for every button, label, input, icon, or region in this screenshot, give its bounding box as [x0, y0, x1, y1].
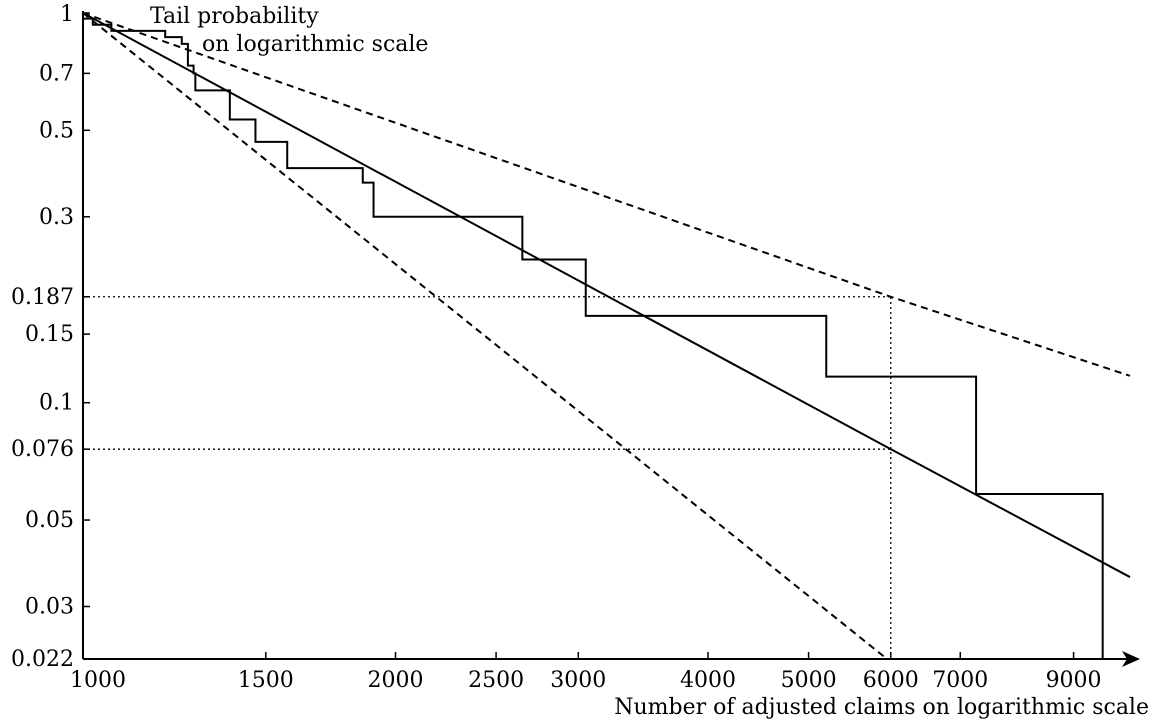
data-series — [82, 12, 1131, 660]
x-axis-title: Number of adjusted claims on logarithmic… — [614, 695, 1149, 720]
y-tick-label: 1 — [60, 2, 74, 27]
y-axis-title-line-1: Tail probability — [150, 4, 319, 29]
upper-bound-dashed-series — [82, 12, 1131, 377]
axes — [82, 11, 1140, 667]
y-tick-label: 0.076 — [11, 437, 74, 462]
y-tick-label: 0.5 — [39, 118, 74, 143]
x-tick-label: 6000 — [863, 668, 919, 693]
tick-labels: 1 0.7 0.5 0.3 0.187 0.15 0.1 0.076 0.05 0.03 0.022… — [11, 2, 1102, 693]
y-tick-label: 0.022 — [11, 647, 74, 672]
x-tick-label: 9000 — [1046, 668, 1102, 693]
y-tick-label: 0.3 — [39, 205, 74, 230]
y-tick-label: 0.1 — [39, 391, 74, 416]
x-tick-label: 1500 — [238, 668, 294, 693]
x-tick-label: 3000 — [550, 668, 606, 693]
y-tick-label: 0.15 — [25, 322, 74, 347]
x-tick-label: 1000 — [70, 668, 126, 693]
lower-bound-dashed-series — [82, 12, 888, 660]
x-tick-label: 2000 — [367, 668, 423, 693]
x-tick-label: 2500 — [468, 668, 524, 693]
fitted-line-series — [82, 12, 1131, 578]
empirical-step-series — [82, 13, 1104, 659]
y-tick-label: 0.05 — [25, 508, 74, 533]
reference-lines — [83, 296, 892, 659]
y-tick-label: 0.03 — [25, 595, 74, 620]
x-tick-label: 5000 — [781, 668, 837, 693]
x-tick-label: 4000 — [680, 668, 736, 693]
y-tick-label: 0.7 — [39, 61, 74, 86]
y-tick-label: 0.187 — [11, 285, 74, 310]
x-axis-arrow-icon — [1122, 651, 1140, 667]
y-axis-title-line-2: on logarithmic scale — [202, 32, 428, 57]
x-tick-label: 7000 — [932, 668, 988, 693]
